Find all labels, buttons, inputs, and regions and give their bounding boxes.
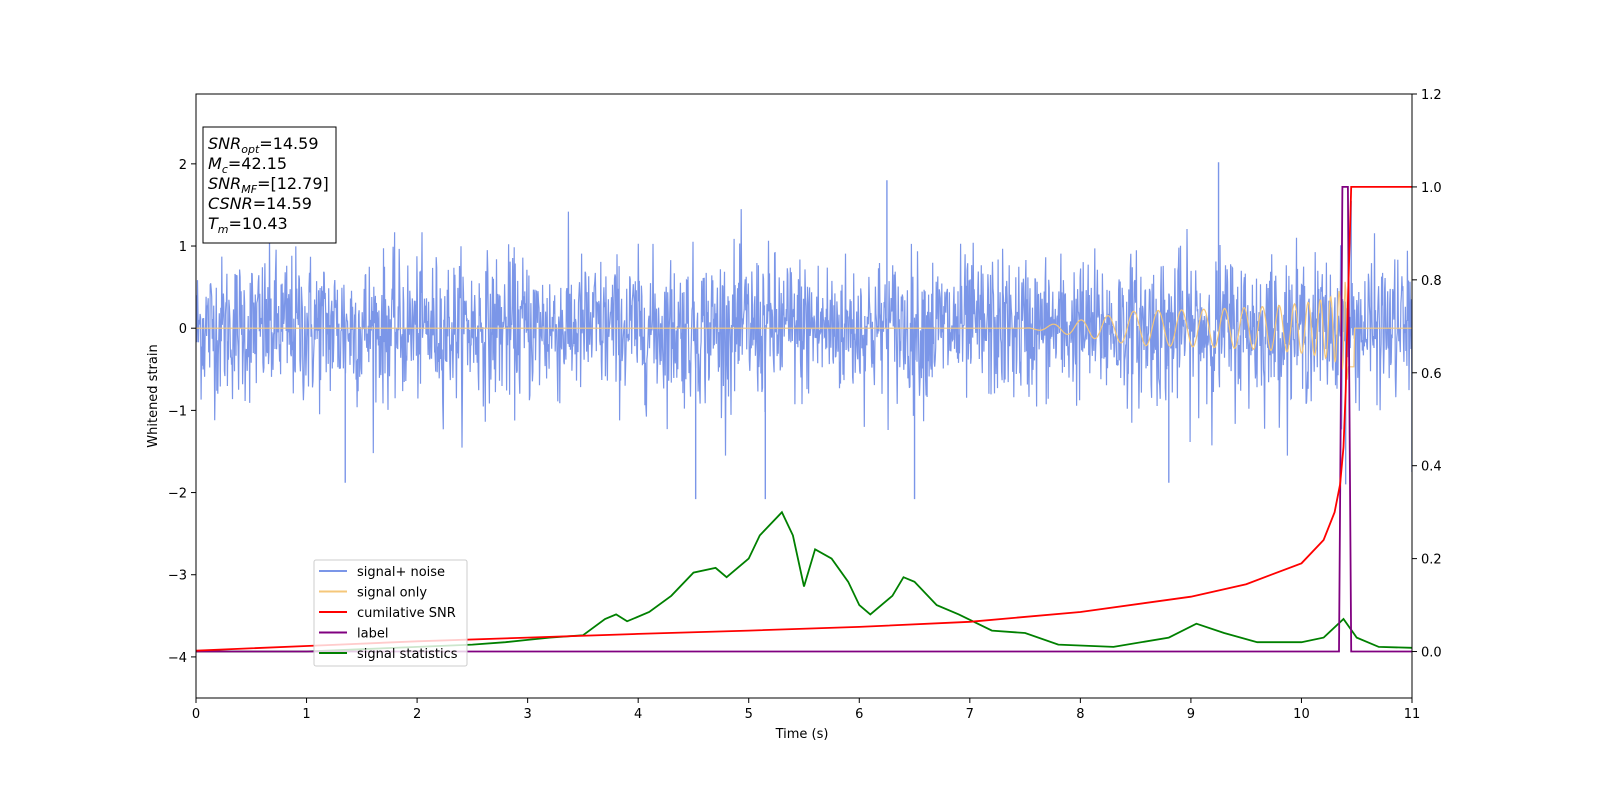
- info-box: SNRopt=14.59Mc=42.15SNRMF=[12.79]CSNR=14…: [202, 126, 337, 244]
- x-tick-label: 0: [192, 707, 200, 722]
- info-value: =42.15: [228, 154, 287, 173]
- info-subscript: MF: [241, 183, 257, 196]
- y-left-tick-label: 1: [179, 240, 187, 255]
- y-right-tick-label: 0.6: [1421, 367, 1442, 382]
- x-tick-label: 6: [855, 707, 863, 722]
- info-box-line: SNRMF=[12.79]: [208, 174, 329, 196]
- x-tick-label: 4: [634, 707, 642, 722]
- info-value: =14.59: [253, 194, 312, 213]
- info-symbol: T: [208, 214, 219, 233]
- x-tick-label: 8: [1076, 707, 1084, 722]
- info-symbol: CSNR: [208, 194, 253, 213]
- y-right-tick-label: 0.0: [1421, 646, 1442, 661]
- y-right-tick-label: 1.0: [1421, 181, 1442, 196]
- x-tick-label: 2: [413, 707, 421, 722]
- y-left-tick-label: −1: [168, 404, 187, 419]
- info-box-line: Tm=10.43: [208, 214, 288, 236]
- legend-entry: signal statistics: [357, 647, 458, 662]
- legend-frame: [313, 559, 468, 667]
- info-subscript: m: [218, 223, 229, 236]
- y-left-tick-label: −2: [168, 487, 187, 502]
- info-symbol: SNR: [208, 134, 241, 153]
- y-right-tick-label: 1.2: [1421, 88, 1442, 103]
- y-left-tick-label: −4: [168, 651, 187, 666]
- info-box-frame: [202, 126, 337, 244]
- plot-frame: [195, 93, 1413, 699]
- info-value: =10.43: [229, 214, 288, 233]
- info-box-line: SNRopt=14.59: [208, 134, 319, 156]
- y-left-tick-label: 2: [179, 158, 187, 173]
- info-subscript: c: [222, 163, 228, 176]
- y-right-tick-label: 0.4: [1421, 460, 1442, 475]
- series-label: [196, 186, 1412, 653]
- info-symbol: M: [208, 154, 222, 173]
- legend-entry: signal+ noise: [357, 565, 445, 580]
- series-cumulative-snr: [196, 186, 1412, 652]
- info-box-line: CSNR=14.59: [208, 194, 312, 213]
- x-tick-label: 1: [302, 707, 310, 722]
- y-left-tick-label: −3: [168, 569, 187, 584]
- y-left-tick-label: 0: [179, 322, 187, 337]
- x-tick-label: 5: [745, 707, 753, 722]
- info-value: =[12.79]: [257, 174, 329, 193]
- series-signal-only: [196, 281, 1412, 380]
- y-axis-label: Whitened strain: [146, 344, 161, 447]
- x-axis-label: Time (s): [775, 727, 829, 742]
- y-right-tick-label: 0.8: [1421, 274, 1442, 289]
- x-tick-label: 3: [523, 707, 531, 722]
- series-signal-noise: [196, 209, 1412, 456]
- info-symbol: SNR: [208, 174, 241, 193]
- legend-entry: signal only: [357, 586, 427, 601]
- y-right-tick-label: 0.2: [1421, 553, 1442, 568]
- x-tick-label: 7: [966, 707, 974, 722]
- legend-entry: label: [357, 627, 388, 642]
- legend-entry: cumilative SNR: [357, 606, 456, 621]
- x-tick-label: 9: [1187, 707, 1195, 722]
- info-subscript: opt: [241, 143, 260, 156]
- info-value: =14.59: [259, 134, 318, 153]
- x-tick-label: 10: [1293, 707, 1310, 722]
- x-tick-label: 11: [1404, 707, 1421, 722]
- legend: signal+ noise signal only cumilative SNR la…: [313, 559, 468, 667]
- info-box-line: Mc=42.15: [208, 154, 287, 176]
